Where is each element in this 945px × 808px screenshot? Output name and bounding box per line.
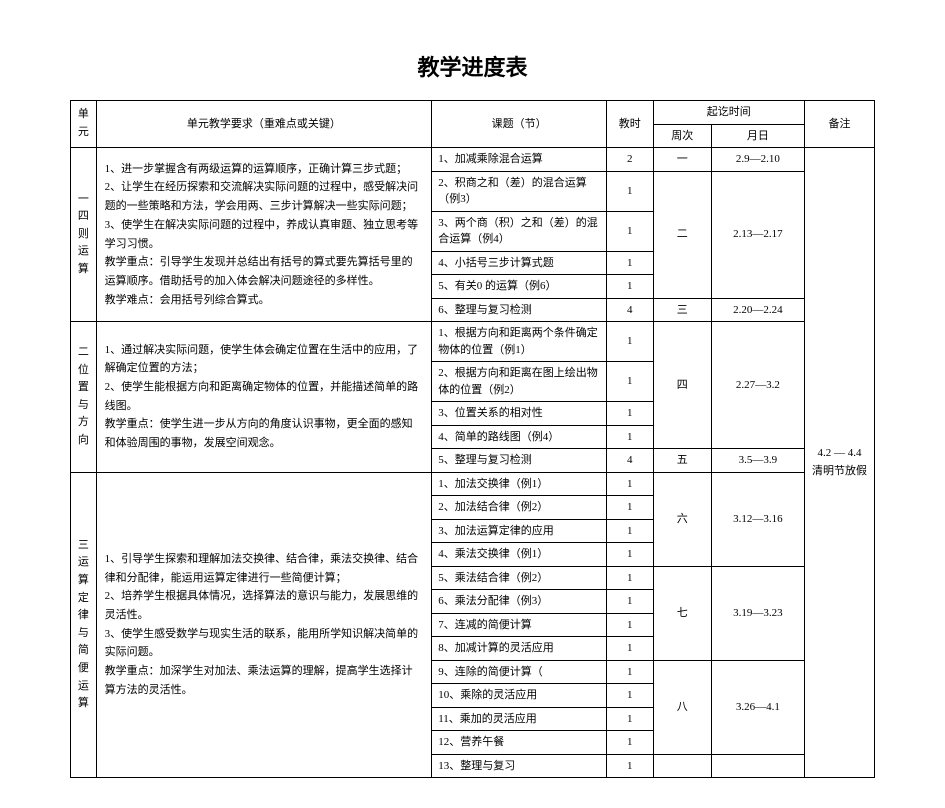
table-row: 三运算定律与简便运算 1、引导学生探索和理解加法交换律、结合律，乘法交换律、结合… <box>71 472 875 496</box>
hours-cell: 1 <box>606 754 653 778</box>
week-cell: 五 <box>653 449 711 473</box>
col-hours: 教时 <box>606 101 653 148</box>
hours-cell: 1 <box>606 707 653 731</box>
hours-cell: 1 <box>606 472 653 496</box>
week-cell: 二 <box>653 171 711 298</box>
topic-cell: 1、加减乘除混合运算 <box>432 148 607 172</box>
topic-cell: 2、根据方向和距离在图上绘出物体的位置（例2） <box>432 362 607 402</box>
table-row: 二位置与方向 1、通过解决实际问题，使学生体会确定位置在生活中的应用，了解确定位… <box>71 322 875 362</box>
hours-cell: 1 <box>606 322 653 362</box>
hours-cell: 1 <box>606 211 653 251</box>
topic-cell: 3、位置关系的相对性 <box>432 402 607 426</box>
hours-cell: 1 <box>606 566 653 590</box>
week-cell: 七 <box>653 566 711 660</box>
week-cell: 六 <box>653 472 711 566</box>
week-cell <box>653 754 711 778</box>
unit-label: 三运算定律与简便运算 <box>71 472 97 778</box>
topic-cell: 10、乘除的灵活应用 <box>432 684 607 708</box>
topic-cell: 3、加法运算定律的应用 <box>432 519 607 543</box>
hours-cell: 1 <box>606 660 653 684</box>
col-unit: 单元 <box>71 101 97 148</box>
hours-cell: 1 <box>606 402 653 426</box>
topic-cell: 5、有关0 的运算（例6） <box>432 275 607 299</box>
hours-cell: 1 <box>606 275 653 299</box>
date-cell: 3.5—3.9 <box>711 449 804 473</box>
date-cell: 2.27—3.2 <box>711 322 804 449</box>
date-cell: 2.9—2.10 <box>711 148 804 172</box>
hours-cell: 1 <box>606 251 653 275</box>
topic-cell: 4、简单的路线图（例4） <box>432 425 607 449</box>
unit-reqs: 1、引导学生探索和理解加法交换律、结合律，乘法交换律、结合律和分配律，能运用运算… <box>96 472 432 778</box>
hours-cell: 1 <box>606 637 653 661</box>
hours-cell: 1 <box>606 425 653 449</box>
table-header-row: 单元 单元教学要求（重难点或关键） 课题（节） 教时 起讫时间 备注 <box>71 101 875 125</box>
unit-label: 一四则运算 <box>71 148 97 322</box>
unit-reqs: 1、进一步掌握含有两级运算的运算顺序，正确计算三步式题；2、让学生在经历探索和交… <box>96 148 432 322</box>
hours-cell: 1 <box>606 362 653 402</box>
hours-cell: 4 <box>606 298 653 322</box>
topic-cell: 1、根据方向和距离两个条件确定物体的位置（例1） <box>432 322 607 362</box>
hours-cell: 1 <box>606 731 653 755</box>
topic-cell: 8、加减计算的灵活应用 <box>432 637 607 661</box>
topic-cell: 6、整理与复习检测 <box>432 298 607 322</box>
hours-cell: 1 <box>606 613 653 637</box>
col-reqs: 单元教学要求（重难点或关键） <box>96 101 432 148</box>
hours-cell: 1 <box>606 543 653 567</box>
topic-cell: 5、乘法结合律（例2） <box>432 566 607 590</box>
week-cell: 八 <box>653 660 711 754</box>
date-cell <box>711 754 804 778</box>
week-cell: 一 <box>653 148 711 172</box>
topic-cell: 2、积商之和（差）的混合运算（例3） <box>432 171 607 211</box>
topic-cell: 9、连除的简便计算（ <box>432 660 607 684</box>
hours-cell: 1 <box>606 496 653 520</box>
notes-cell: 4.2 — 4.4清明节放假 <box>805 148 875 778</box>
col-time: 起讫时间 <box>653 101 804 125</box>
unit-label: 二位置与方向 <box>71 322 97 473</box>
unit-reqs: 1、通过解决实际问题，使学生体会确定位置在生活中的应用，了解确定位置的方法；2、… <box>96 322 432 473</box>
hours-cell: 1 <box>606 519 653 543</box>
topic-cell: 2、加法结合律（例2） <box>432 496 607 520</box>
topic-cell: 4、乘法交换律（例1） <box>432 543 607 567</box>
topic-cell: 3、两个商（积）之和（差）的混合运算（例4） <box>432 211 607 251</box>
page-title: 教学进度表 <box>70 50 875 82</box>
topic-cell: 1、加法交换律（例1） <box>432 472 607 496</box>
date-cell: 3.26—4.1 <box>711 660 804 754</box>
col-notes: 备注 <box>805 101 875 148</box>
hours-cell: 4 <box>606 449 653 473</box>
schedule-table: 单元 单元教学要求（重难点或关键） 课题（节） 教时 起讫时间 备注 周次 月日… <box>70 100 875 778</box>
week-cell: 四 <box>653 322 711 449</box>
topic-cell: 11、乘加的灵活应用 <box>432 707 607 731</box>
date-cell: 2.20—2.24 <box>711 298 804 322</box>
date-cell: 3.19—3.23 <box>711 566 804 660</box>
col-week: 周次 <box>653 124 711 148</box>
hours-cell: 2 <box>606 148 653 172</box>
col-topic: 课题（节） <box>432 101 607 148</box>
hours-cell: 1 <box>606 590 653 614</box>
date-cell: 3.12—3.16 <box>711 472 804 566</box>
date-cell: 2.13—2.17 <box>711 171 804 298</box>
topic-cell: 13、整理与复习 <box>432 754 607 778</box>
hours-cell: 1 <box>606 684 653 708</box>
topic-cell: 12、营养午餐 <box>432 731 607 755</box>
topic-cell: 7、连减的简便计算 <box>432 613 607 637</box>
topic-cell: 4、小括号三步计算式题 <box>432 251 607 275</box>
topic-cell: 5、整理与复习检测 <box>432 449 607 473</box>
week-cell: 三 <box>653 298 711 322</box>
hours-cell: 1 <box>606 171 653 211</box>
col-date: 月日 <box>711 124 804 148</box>
table-row: 一四则运算 1、进一步掌握含有两级运算的运算顺序，正确计算三步式题；2、让学生在… <box>71 148 875 172</box>
topic-cell: 6、乘法分配律（例3） <box>432 590 607 614</box>
